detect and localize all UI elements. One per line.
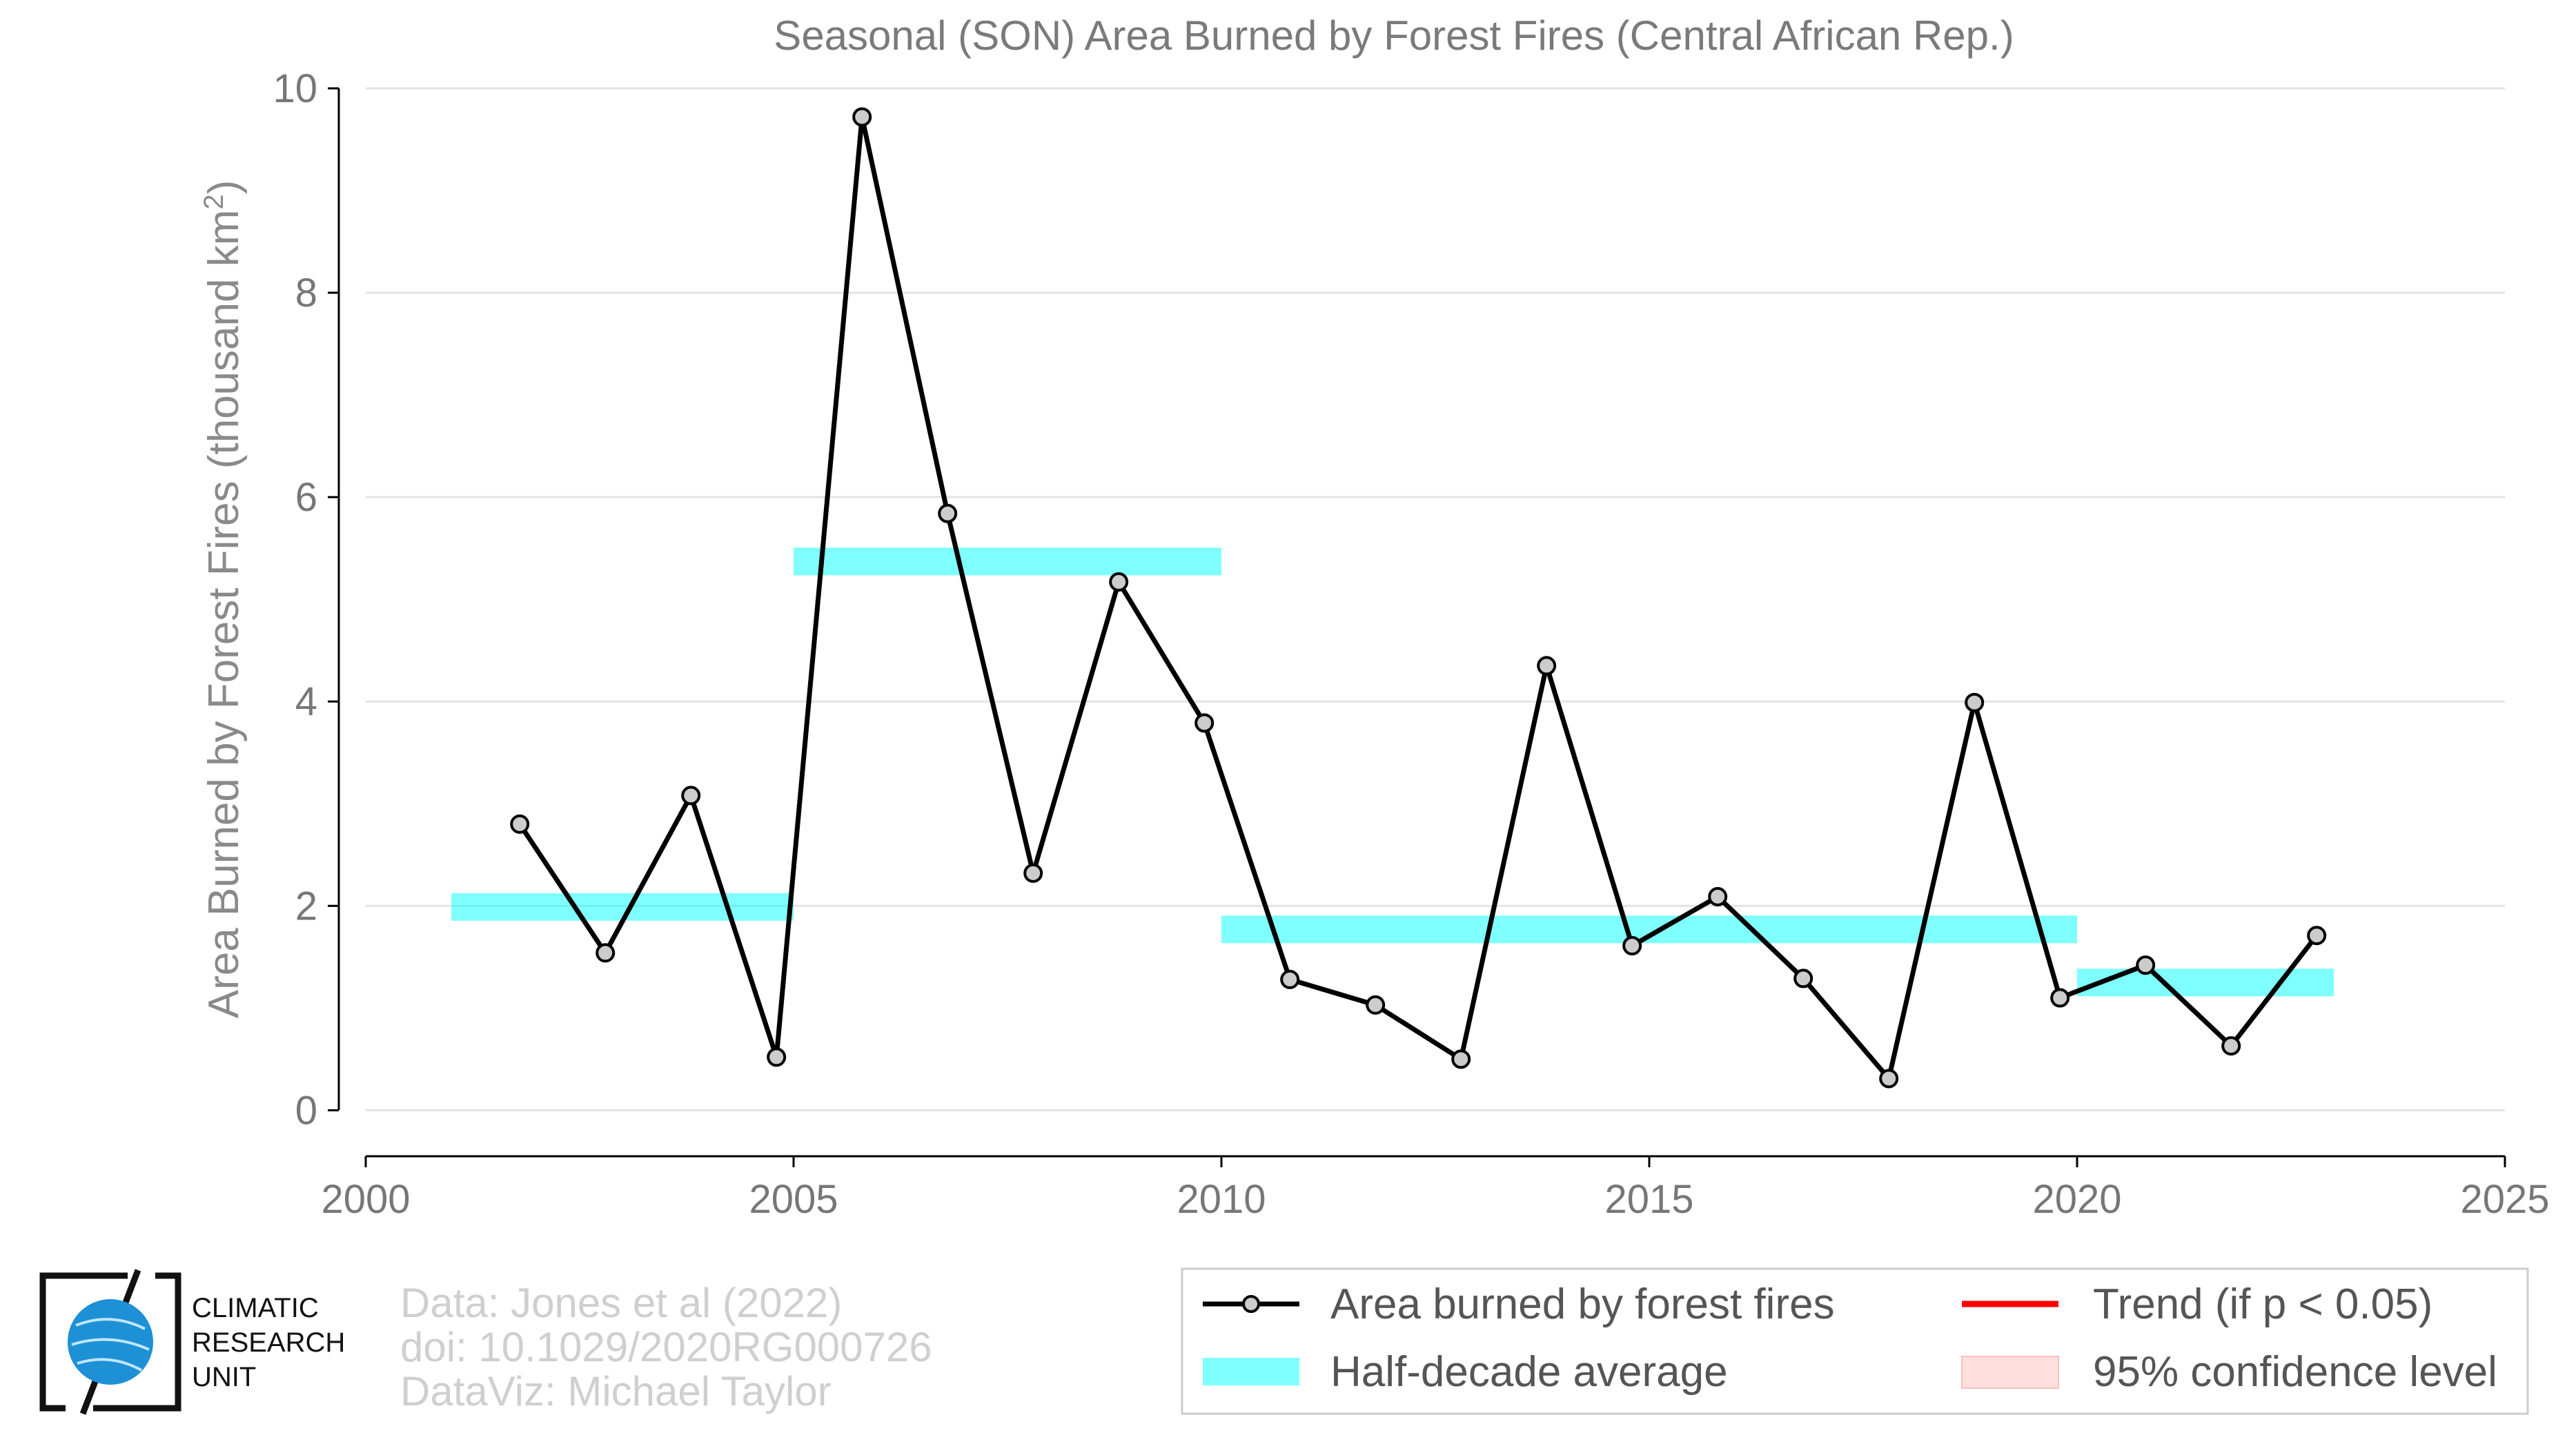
y-tick-label: 8 [295, 271, 317, 315]
data-point [1708, 886, 1728, 906]
data-point [1965, 692, 1985, 712]
logo-bracket-left [39, 1272, 128, 1412]
half-decade-average-bar [451, 893, 794, 921]
logo-text-unit: UNIT [192, 1362, 256, 1392]
legend-trend-label: Trend (if p < 0.05) [2093, 1280, 2432, 1328]
data-point [767, 1047, 787, 1067]
half-decade-average-bar [1221, 915, 2077, 944]
legend-box [1181, 1267, 2529, 1415]
data-point [510, 814, 530, 834]
data-point [2221, 1036, 2241, 1056]
data-point [1793, 968, 1813, 989]
logo-text-climatic: CLIMATIC [192, 1293, 319, 1323]
x-tick-label: 2020 [2032, 1177, 2121, 1222]
data-point [1879, 1069, 1899, 1089]
half-decade-average-bar [2077, 968, 2334, 997]
credit-doi: doi: 10.1029/2020RG000726 [400, 1324, 932, 1370]
chart-title: Seasonal (SON) Area Burned by Forest Fir… [774, 12, 2014, 59]
legend-confidence-swatch [1961, 1356, 2059, 1389]
y-axis-label-suffix: ) [200, 180, 248, 195]
data-point [1622, 936, 1642, 956]
x-tick-label: 2025 [2460, 1177, 2549, 1222]
y-tick-label: 2 [295, 884, 317, 928]
grid [366, 87, 2505, 1111]
logo-text-research: RESEARCH [192, 1327, 345, 1358]
legend-average-swatch [1203, 1358, 1299, 1385]
data-point [681, 786, 701, 806]
x-tick-label: 2010 [1177, 1177, 1266, 1222]
x-tick-label: 2005 [749, 1177, 838, 1222]
y-axis-label: Area Burned by Forest Fires (thousand km… [199, 180, 248, 1019]
cru-logo: CLIMATIC RESEARCH UNIT [39, 1269, 345, 1415]
data-point [2050, 988, 2070, 1008]
data-point [1366, 995, 1386, 1015]
x-tick-label: 2015 [1604, 1177, 1693, 1222]
data-point [1537, 656, 1557, 676]
x-axis-ticks: 2000 2005 2010 2015 2020 2025 [321, 1156, 2550, 1222]
y-tick-label: 6 [295, 475, 317, 520]
data-points [510, 107, 2327, 1089]
y-tick-label: 4 [295, 679, 317, 724]
data-point [1109, 572, 1129, 592]
globe-lines-icon [71, 1318, 150, 1372]
y-axis-ticks: 0 2 4 6 8 10 [273, 66, 339, 1133]
data-point [852, 107, 872, 127]
data-point [1280, 969, 1300, 989]
series-line [518, 114, 2319, 1081]
half-decade-average-bar [794, 547, 1221, 576]
series-path [518, 114, 2319, 1081]
logo-bracket-right [93, 1272, 181, 1412]
legend-marker-swatch [1242, 1295, 1260, 1313]
data-point [1023, 863, 1043, 883]
data-point [2307, 926, 2327, 946]
legend-confidence-label: 95% confidence level [2093, 1348, 2497, 1396]
credits: Data: Jones et al (2022) doi: 10.1029/20… [400, 1280, 932, 1414]
legend: Area burned by forest fires Half-decade … [1181, 1267, 2529, 1415]
data-point [596, 943, 616, 963]
legend-average-label: Half-decade average [1330, 1348, 1728, 1396]
credit-dataviz: DataViz: Michael Taylor [400, 1368, 832, 1414]
data-point [1194, 713, 1215, 733]
y-axis-label-main: Area Burned by Forest Fires (thousand km [200, 210, 248, 1019]
y-tick-label: 10 [273, 66, 317, 111]
legend-series-label: Area burned by forest fires [1330, 1280, 1835, 1328]
data-point [2136, 955, 2156, 975]
y-axis-label-superscript: 2 [199, 194, 229, 209]
data-point [938, 503, 958, 523]
y-tick-label: 0 [295, 1088, 317, 1133]
data-point [1451, 1049, 1471, 1069]
credit-data: Data: Jones et al (2022) [400, 1280, 842, 1326]
x-tick-label: 2000 [321, 1177, 410, 1222]
